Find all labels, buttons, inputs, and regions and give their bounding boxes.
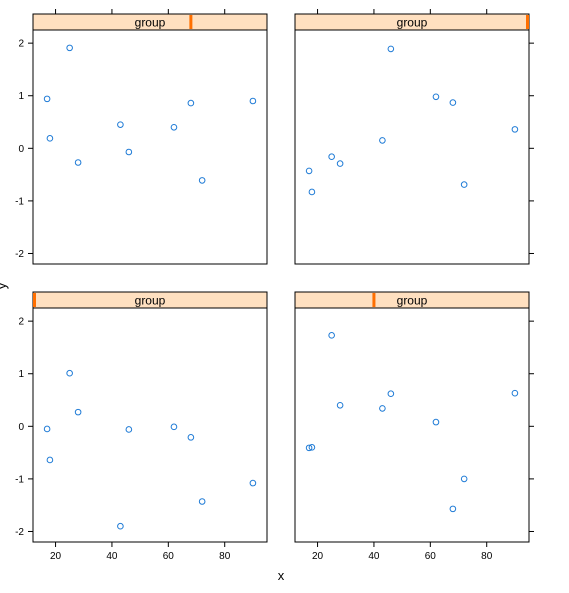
panel-frame bbox=[32, 29, 268, 265]
panel-3: group 20 40 60 80 -2 -1 0 1 2 bbox=[15, 291, 268, 562]
data-point bbox=[46, 135, 54, 142]
panel-4: group 20 40 60 80 bbox=[294, 291, 534, 562]
x-axis-label: x bbox=[278, 568, 285, 583]
data-point bbox=[511, 389, 519, 397]
data-point bbox=[117, 121, 124, 128]
panel-1: group -2 -1 0 1 2 bbox=[15, 9, 268, 265]
x-tick-label: 60 bbox=[425, 551, 437, 562]
data-point bbox=[379, 137, 386, 144]
strip-label: group bbox=[397, 294, 428, 308]
data-point bbox=[432, 93, 440, 101]
data-point bbox=[449, 99, 457, 106]
data-point bbox=[66, 369, 73, 377]
data-point bbox=[198, 498, 206, 505]
strip-level-indicator bbox=[526, 15, 529, 29]
panel-frame bbox=[294, 307, 530, 543]
y-tick-label: 1 bbox=[18, 369, 24, 380]
data-point bbox=[66, 44, 73, 52]
x-tick-label: 20 bbox=[50, 551, 62, 562]
data-point bbox=[308, 188, 316, 196]
y-tick-label: -1 bbox=[15, 474, 24, 485]
y-tick-label: 0 bbox=[18, 144, 24, 155]
data-point bbox=[336, 401, 344, 409]
y-tick-label: 2 bbox=[18, 317, 24, 328]
panel-frame bbox=[32, 307, 268, 543]
data-point bbox=[308, 444, 316, 451]
x-tick-label: 20 bbox=[312, 551, 324, 562]
data-point bbox=[328, 153, 335, 161]
data-point bbox=[43, 425, 51, 433]
data-point bbox=[46, 456, 54, 464]
strip-level-indicator bbox=[372, 293, 376, 307]
x-tick-label: 40 bbox=[368, 551, 380, 562]
data-point bbox=[117, 522, 124, 530]
strip-label: group bbox=[135, 16, 166, 30]
panel-2: group bbox=[294, 9, 534, 265]
data-point bbox=[387, 45, 395, 53]
data-point bbox=[305, 444, 313, 452]
strip-level-indicator bbox=[189, 15, 193, 29]
data-point bbox=[125, 148, 133, 156]
data-point bbox=[449, 505, 457, 513]
data-point bbox=[511, 126, 519, 133]
data-point bbox=[387, 390, 395, 398]
data-point bbox=[170, 123, 178, 131]
data-point bbox=[336, 160, 344, 167]
data-point bbox=[170, 423, 178, 431]
data-point bbox=[432, 418, 440, 426]
data-point bbox=[460, 181, 468, 188]
data-point bbox=[187, 434, 195, 441]
y-tick-label: 1 bbox=[18, 91, 24, 102]
data-point bbox=[460, 475, 468, 483]
x-tick-label: 80 bbox=[481, 551, 493, 562]
data-point bbox=[249, 479, 257, 487]
strip-label: group bbox=[135, 294, 166, 308]
x-tick-label: 60 bbox=[163, 551, 175, 562]
data-point bbox=[328, 332, 335, 339]
y-tick-label: 0 bbox=[18, 422, 24, 433]
data-point bbox=[305, 167, 313, 175]
y-tick-label: -1 bbox=[15, 196, 24, 207]
y-axis-label: y bbox=[0, 282, 9, 289]
data-point bbox=[74, 408, 82, 416]
x-tick-label: 80 bbox=[219, 551, 231, 562]
panel-frame bbox=[294, 29, 530, 265]
data-point bbox=[43, 95, 51, 103]
x-tick-label: 40 bbox=[106, 551, 118, 562]
data-point bbox=[125, 426, 133, 433]
data-point bbox=[198, 177, 206, 184]
y-tick-label: 2 bbox=[18, 39, 24, 50]
y-tick-label: -2 bbox=[15, 249, 24, 260]
strip-label: group bbox=[397, 16, 428, 30]
y-tick-label: -2 bbox=[15, 527, 24, 538]
data-point bbox=[187, 99, 195, 107]
strip-level-indicator bbox=[33, 293, 36, 307]
data-point bbox=[249, 97, 257, 105]
data-point bbox=[379, 405, 386, 412]
data-point bbox=[74, 159, 82, 166]
